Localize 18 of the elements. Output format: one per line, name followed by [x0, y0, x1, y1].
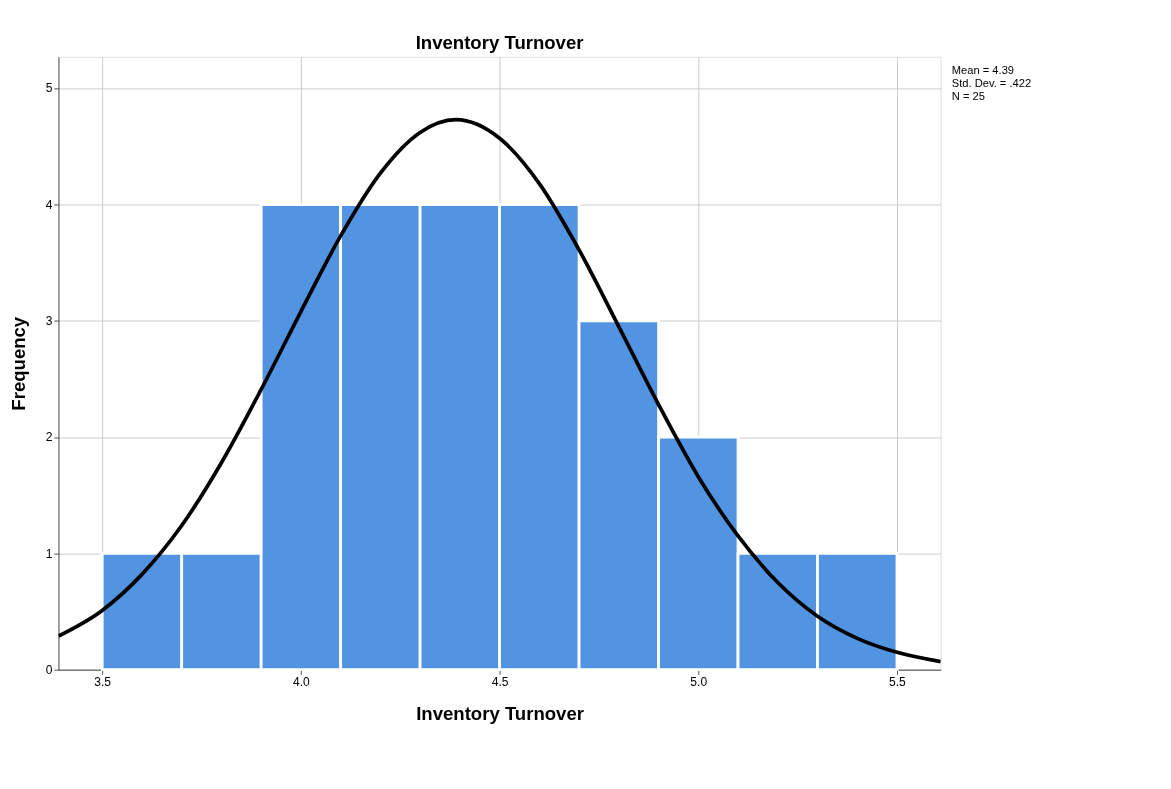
y-tick-label: 5 — [45, 81, 53, 96]
y-axis-title: Frequency — [8, 316, 30, 411]
x-axis-title: Inventory Turnover — [416, 703, 584, 725]
y-tick-label: 1 — [45, 546, 53, 561]
x-tick-label: 5.0 — [690, 674, 708, 689]
text: N = 25 — [951, 90, 985, 103]
line-series — [58, 117, 941, 664]
x-tick-label: 5.5 — [889, 674, 907, 689]
y-tick-label: 3 — [45, 314, 53, 329]
x-tick-label: 4.5 — [491, 674, 509, 689]
y-tick-label: 0 — [45, 662, 53, 677]
x-tick-label: 4.0 — [292, 674, 311, 689]
x-tick-label: 3.5 — [94, 674, 112, 689]
y-tick-label: 2 — [45, 430, 53, 445]
text: Mean = 4.39 — [951, 64, 1015, 77]
text: Std. Dev. = .422 — [951, 77, 1032, 90]
y-tick-label: 4 — [45, 197, 53, 212]
chart-title: Inventory Turnover — [415, 32, 584, 54]
